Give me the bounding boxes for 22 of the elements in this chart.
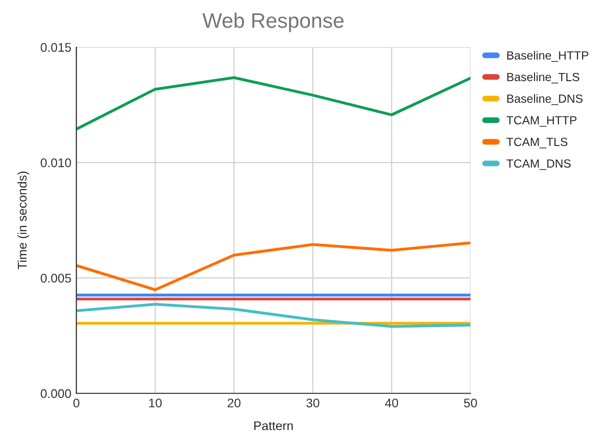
x-tick-label: 0 xyxy=(73,398,80,408)
legend-label: Baseline_TLS xyxy=(507,72,580,84)
y-axis-title: Time (in seconds) xyxy=(17,172,30,270)
x-tick-label: 50 xyxy=(464,398,477,408)
y-tick-label: 0.000 xyxy=(40,389,72,398)
legend-label: Baseline_HTTP xyxy=(507,50,588,62)
x-tick-label: 20 xyxy=(228,398,240,408)
line-series xyxy=(76,76,470,131)
chart-title: Web Response xyxy=(202,12,344,32)
x-tick-label: 40 xyxy=(384,398,398,408)
line-series xyxy=(76,242,470,292)
y-tick-label: 0.010 xyxy=(40,158,72,168)
x-tick-label: 10 xyxy=(149,398,162,408)
legend-label: TCAM_HTTP xyxy=(506,116,576,127)
x-axis-title: Pattern xyxy=(254,421,293,430)
y-tick-label: 0.015 xyxy=(40,42,71,52)
x-tick-label: 30 xyxy=(306,398,320,408)
legend-label: TCAM_DNS xyxy=(506,159,571,170)
legend-label: Baseline_DNS xyxy=(507,94,583,106)
y-tick-label: 0.005 xyxy=(40,274,71,283)
legend-label: TCAM_TLS xyxy=(506,138,568,148)
line-series xyxy=(76,302,470,328)
